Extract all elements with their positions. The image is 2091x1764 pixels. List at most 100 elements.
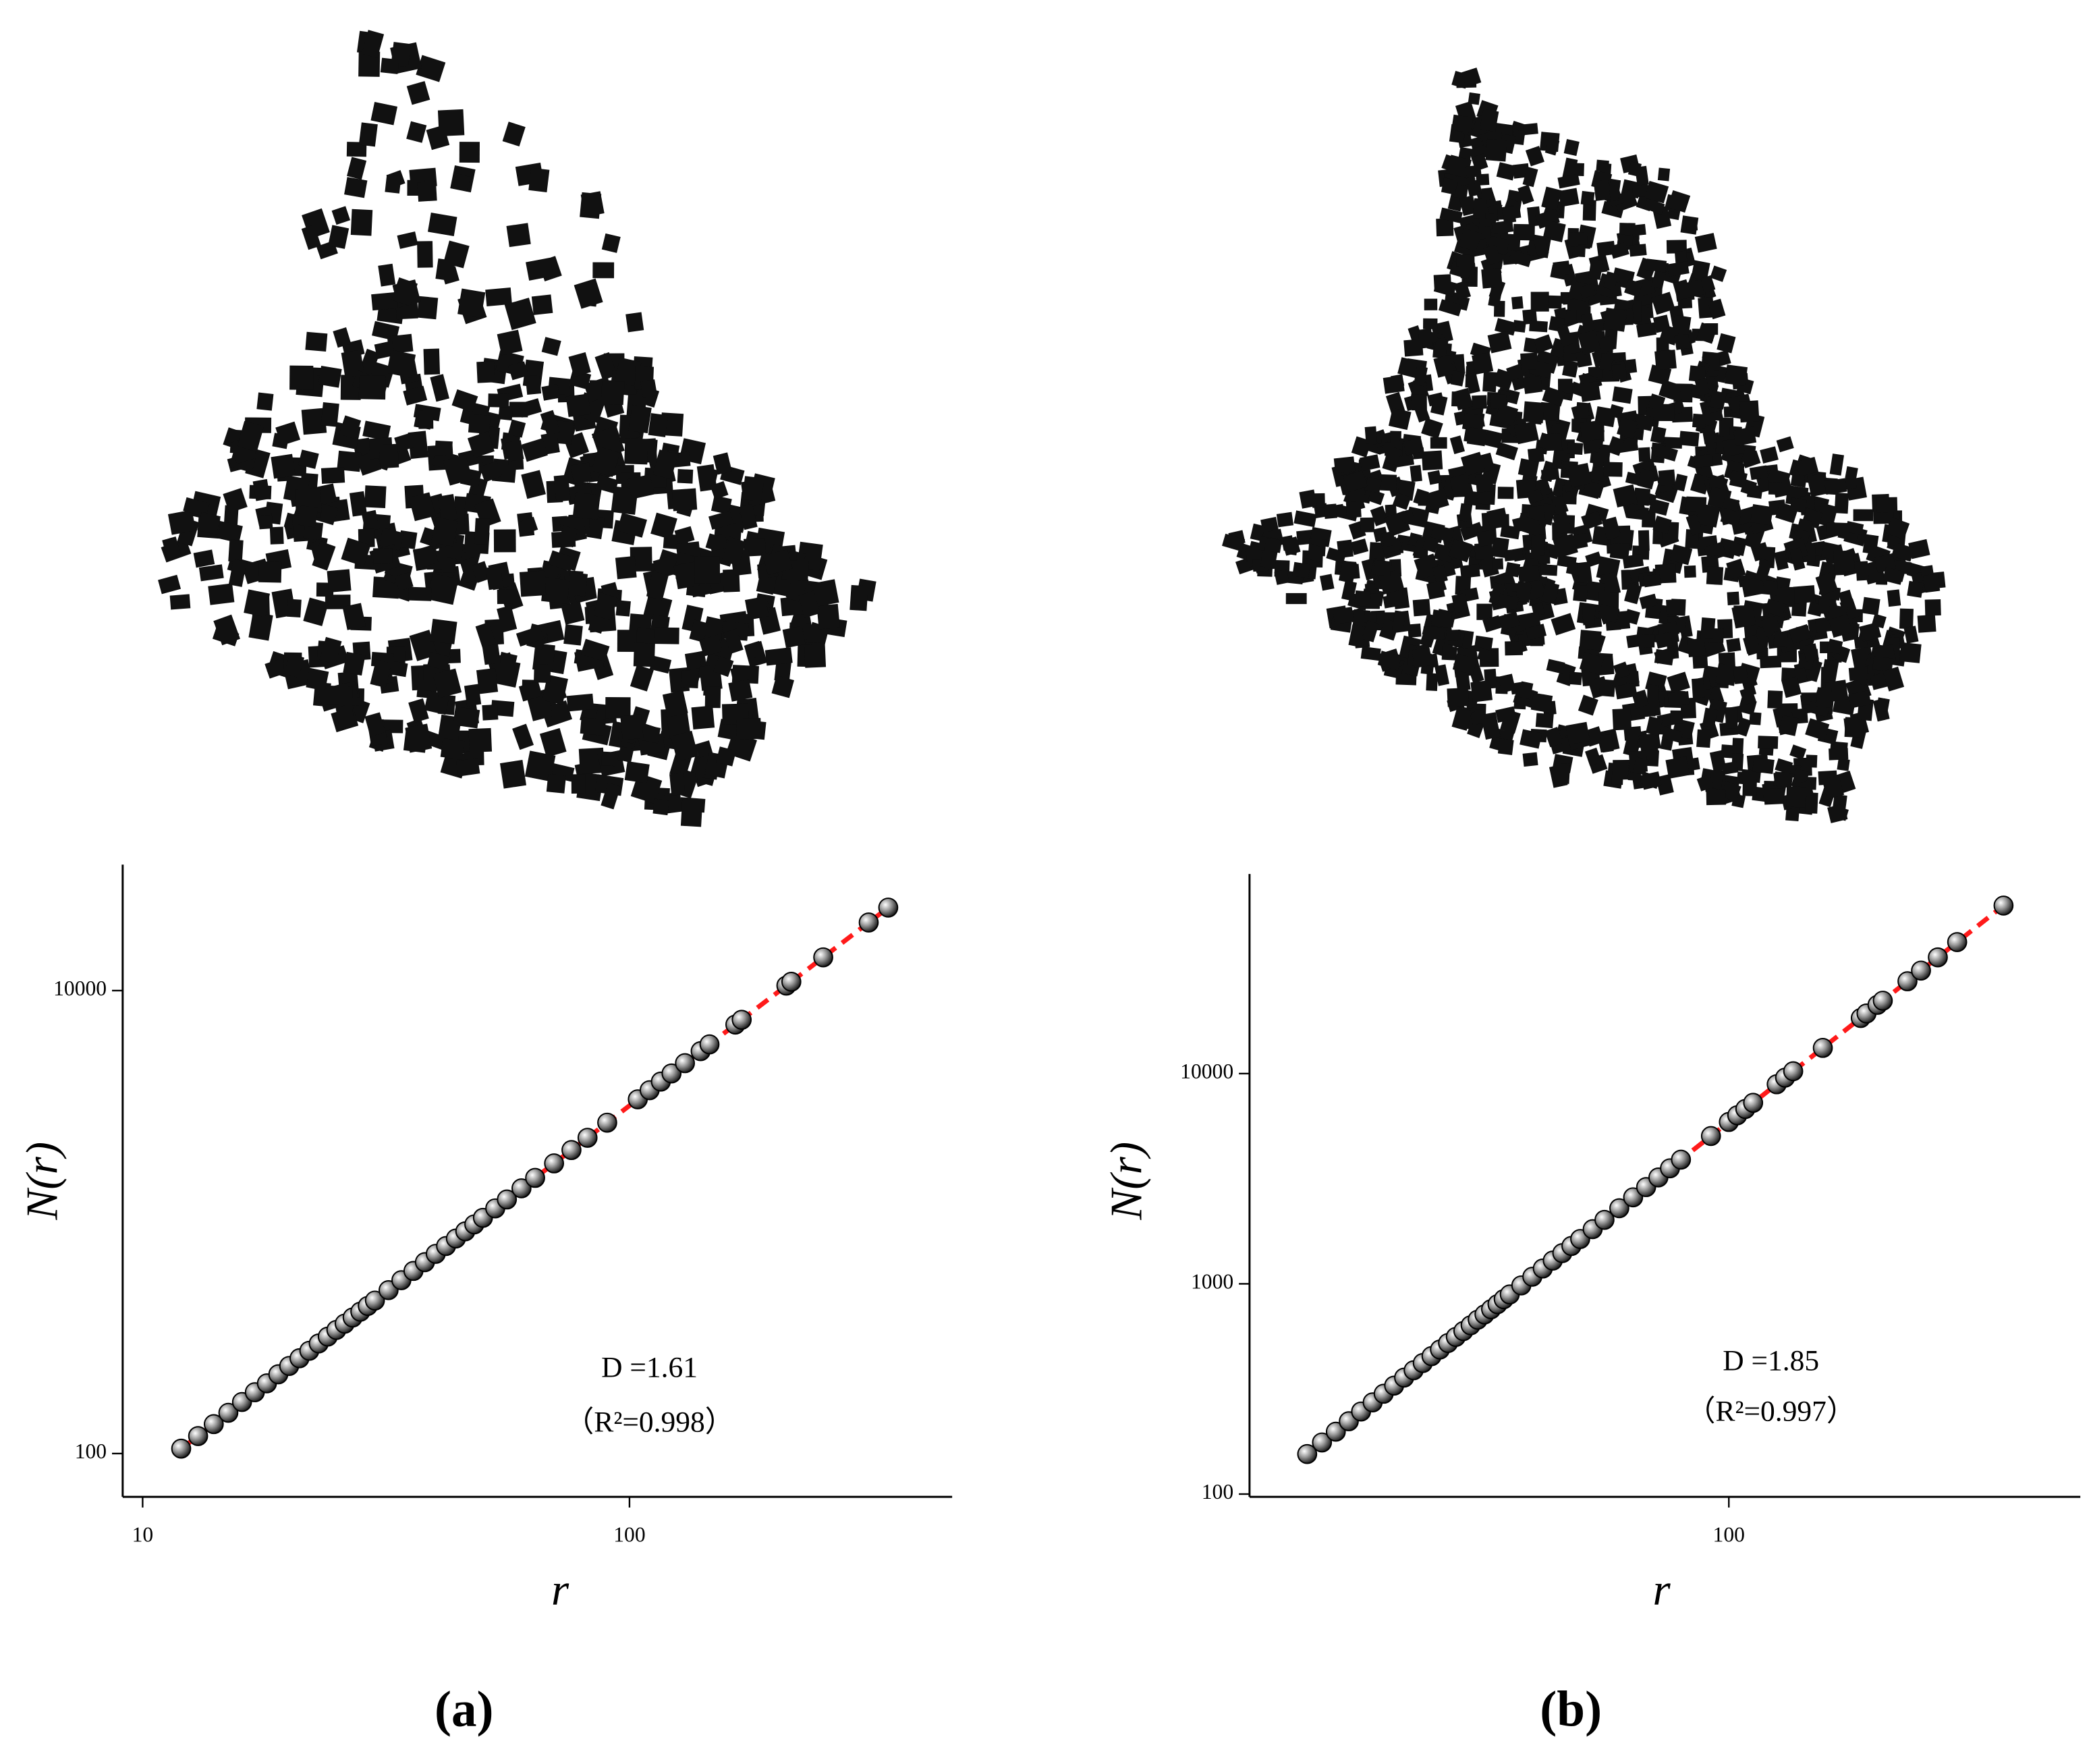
building <box>228 539 244 563</box>
building <box>1673 279 1692 301</box>
building <box>627 474 654 499</box>
building <box>591 446 620 477</box>
building <box>1827 803 1848 823</box>
building <box>453 707 480 729</box>
building <box>601 233 621 253</box>
building <box>1343 470 1368 493</box>
building <box>1389 431 1401 447</box>
building <box>694 556 721 584</box>
building <box>1694 377 1710 397</box>
building <box>1542 386 1566 407</box>
building <box>561 601 585 625</box>
building <box>1619 223 1636 238</box>
building <box>1505 640 1524 656</box>
building <box>198 564 224 582</box>
building <box>637 723 661 744</box>
building <box>531 294 553 315</box>
building <box>650 512 677 540</box>
building <box>1722 761 1739 775</box>
building <box>704 686 721 709</box>
data-point <box>1947 932 1968 952</box>
building <box>1345 501 1362 518</box>
building <box>1430 609 1453 628</box>
building <box>497 329 523 356</box>
building <box>1617 417 1638 439</box>
building <box>669 773 686 796</box>
building <box>1292 561 1311 578</box>
data-point <box>1325 1421 1346 1442</box>
building <box>1517 564 1540 583</box>
building <box>1599 352 1614 371</box>
building <box>555 420 574 445</box>
building <box>1576 561 1592 583</box>
building <box>1640 771 1662 790</box>
building <box>443 454 473 486</box>
building <box>1622 553 1644 569</box>
data-point <box>364 1290 385 1311</box>
building <box>1452 653 1478 675</box>
building <box>1533 237 1549 256</box>
building <box>1522 308 1538 325</box>
building <box>1497 487 1514 499</box>
building <box>320 402 339 427</box>
building <box>593 592 618 621</box>
building <box>1338 560 1358 584</box>
building <box>1470 680 1493 702</box>
building <box>328 225 350 249</box>
building <box>1638 530 1650 551</box>
building <box>592 262 615 279</box>
building <box>418 410 434 429</box>
building <box>1692 413 1707 429</box>
building <box>745 640 764 659</box>
building <box>416 296 439 320</box>
building <box>1451 114 1474 133</box>
data-point <box>218 1402 239 1423</box>
building <box>1449 435 1466 455</box>
building <box>541 384 561 401</box>
building <box>525 375 542 395</box>
building <box>1764 788 1784 805</box>
building <box>595 474 619 494</box>
building <box>264 657 288 679</box>
building <box>1816 687 1832 708</box>
building <box>1667 691 1690 707</box>
building <box>1369 542 1386 561</box>
building <box>1364 611 1378 624</box>
annotation: D =1.85 <box>1723 1344 1819 1377</box>
building <box>1461 410 1485 433</box>
building <box>1576 402 1590 419</box>
data-point <box>497 1189 518 1210</box>
building <box>1433 274 1452 291</box>
building <box>541 577 570 604</box>
building <box>1517 184 1534 205</box>
building <box>1515 581 1532 603</box>
building <box>482 704 499 721</box>
building <box>341 350 365 378</box>
building <box>208 583 235 605</box>
building <box>1530 292 1549 312</box>
building <box>1739 400 1760 423</box>
building <box>1638 732 1661 752</box>
building <box>1472 198 1487 219</box>
building <box>1453 280 1472 300</box>
building <box>435 440 453 456</box>
building <box>524 750 556 782</box>
building <box>339 415 362 439</box>
building <box>427 213 457 236</box>
building <box>546 773 567 794</box>
data-point <box>1993 895 2014 916</box>
building <box>1720 507 1742 527</box>
building <box>1441 177 1458 195</box>
building <box>630 665 654 692</box>
building <box>1299 489 1317 509</box>
building <box>1554 763 1571 784</box>
building <box>1824 680 1849 702</box>
data-point <box>188 1426 208 1446</box>
building <box>1497 593 1520 611</box>
building <box>1497 738 1514 755</box>
building <box>1602 271 1619 291</box>
building <box>497 589 513 605</box>
building <box>1567 442 1584 455</box>
building <box>1578 694 1598 716</box>
building <box>1424 298 1438 310</box>
